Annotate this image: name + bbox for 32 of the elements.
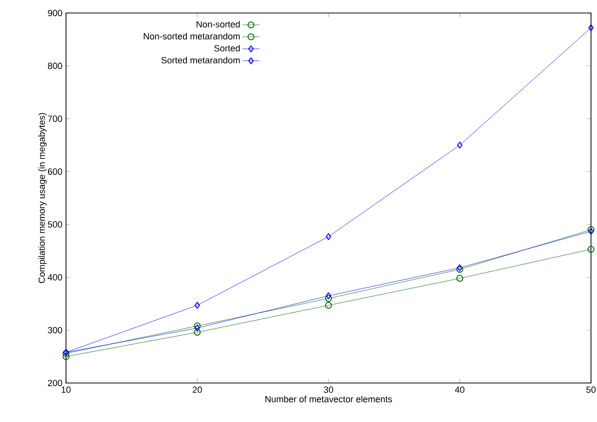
point xyxy=(456,274,464,282)
y-tick-label: 700 xyxy=(48,116,62,122)
x-tick-label: 50 xyxy=(586,386,596,393)
point xyxy=(325,302,332,309)
point xyxy=(194,324,200,332)
legend-label: Sorted xyxy=(214,44,240,52)
point xyxy=(194,322,201,330)
y-axis-title: Compilation memory usage (in megabytes) xyxy=(38,113,47,284)
point xyxy=(588,246,594,253)
point xyxy=(326,292,332,300)
legend-label: Sorted metarandom xyxy=(161,56,240,64)
point xyxy=(325,294,332,302)
point xyxy=(62,353,70,360)
y-tick-label: 300 xyxy=(48,326,62,334)
legend-label: Non-sorted xyxy=(196,20,240,28)
x-tick-label: 40 xyxy=(454,386,464,393)
x-tick-label: 20 xyxy=(192,386,202,393)
y-tick-label: 400 xyxy=(48,274,62,280)
y-tick-label: 500 xyxy=(48,221,62,228)
y-tick-label: 200 xyxy=(48,380,62,386)
legend-label: Non-sorted metarandom xyxy=(144,32,240,40)
x-axis-title: Number of metavector elements xyxy=(265,396,392,402)
point xyxy=(326,233,332,240)
x-tick-label: 10 xyxy=(62,386,71,393)
point xyxy=(457,142,462,149)
y-tick-label: 800 xyxy=(48,62,62,70)
point xyxy=(588,24,594,32)
x-tick-label: 30 xyxy=(324,386,334,393)
point xyxy=(194,302,200,309)
y-tick-label: 900 xyxy=(48,10,62,16)
y-tick-label: 600 xyxy=(48,168,62,175)
point xyxy=(194,328,201,336)
